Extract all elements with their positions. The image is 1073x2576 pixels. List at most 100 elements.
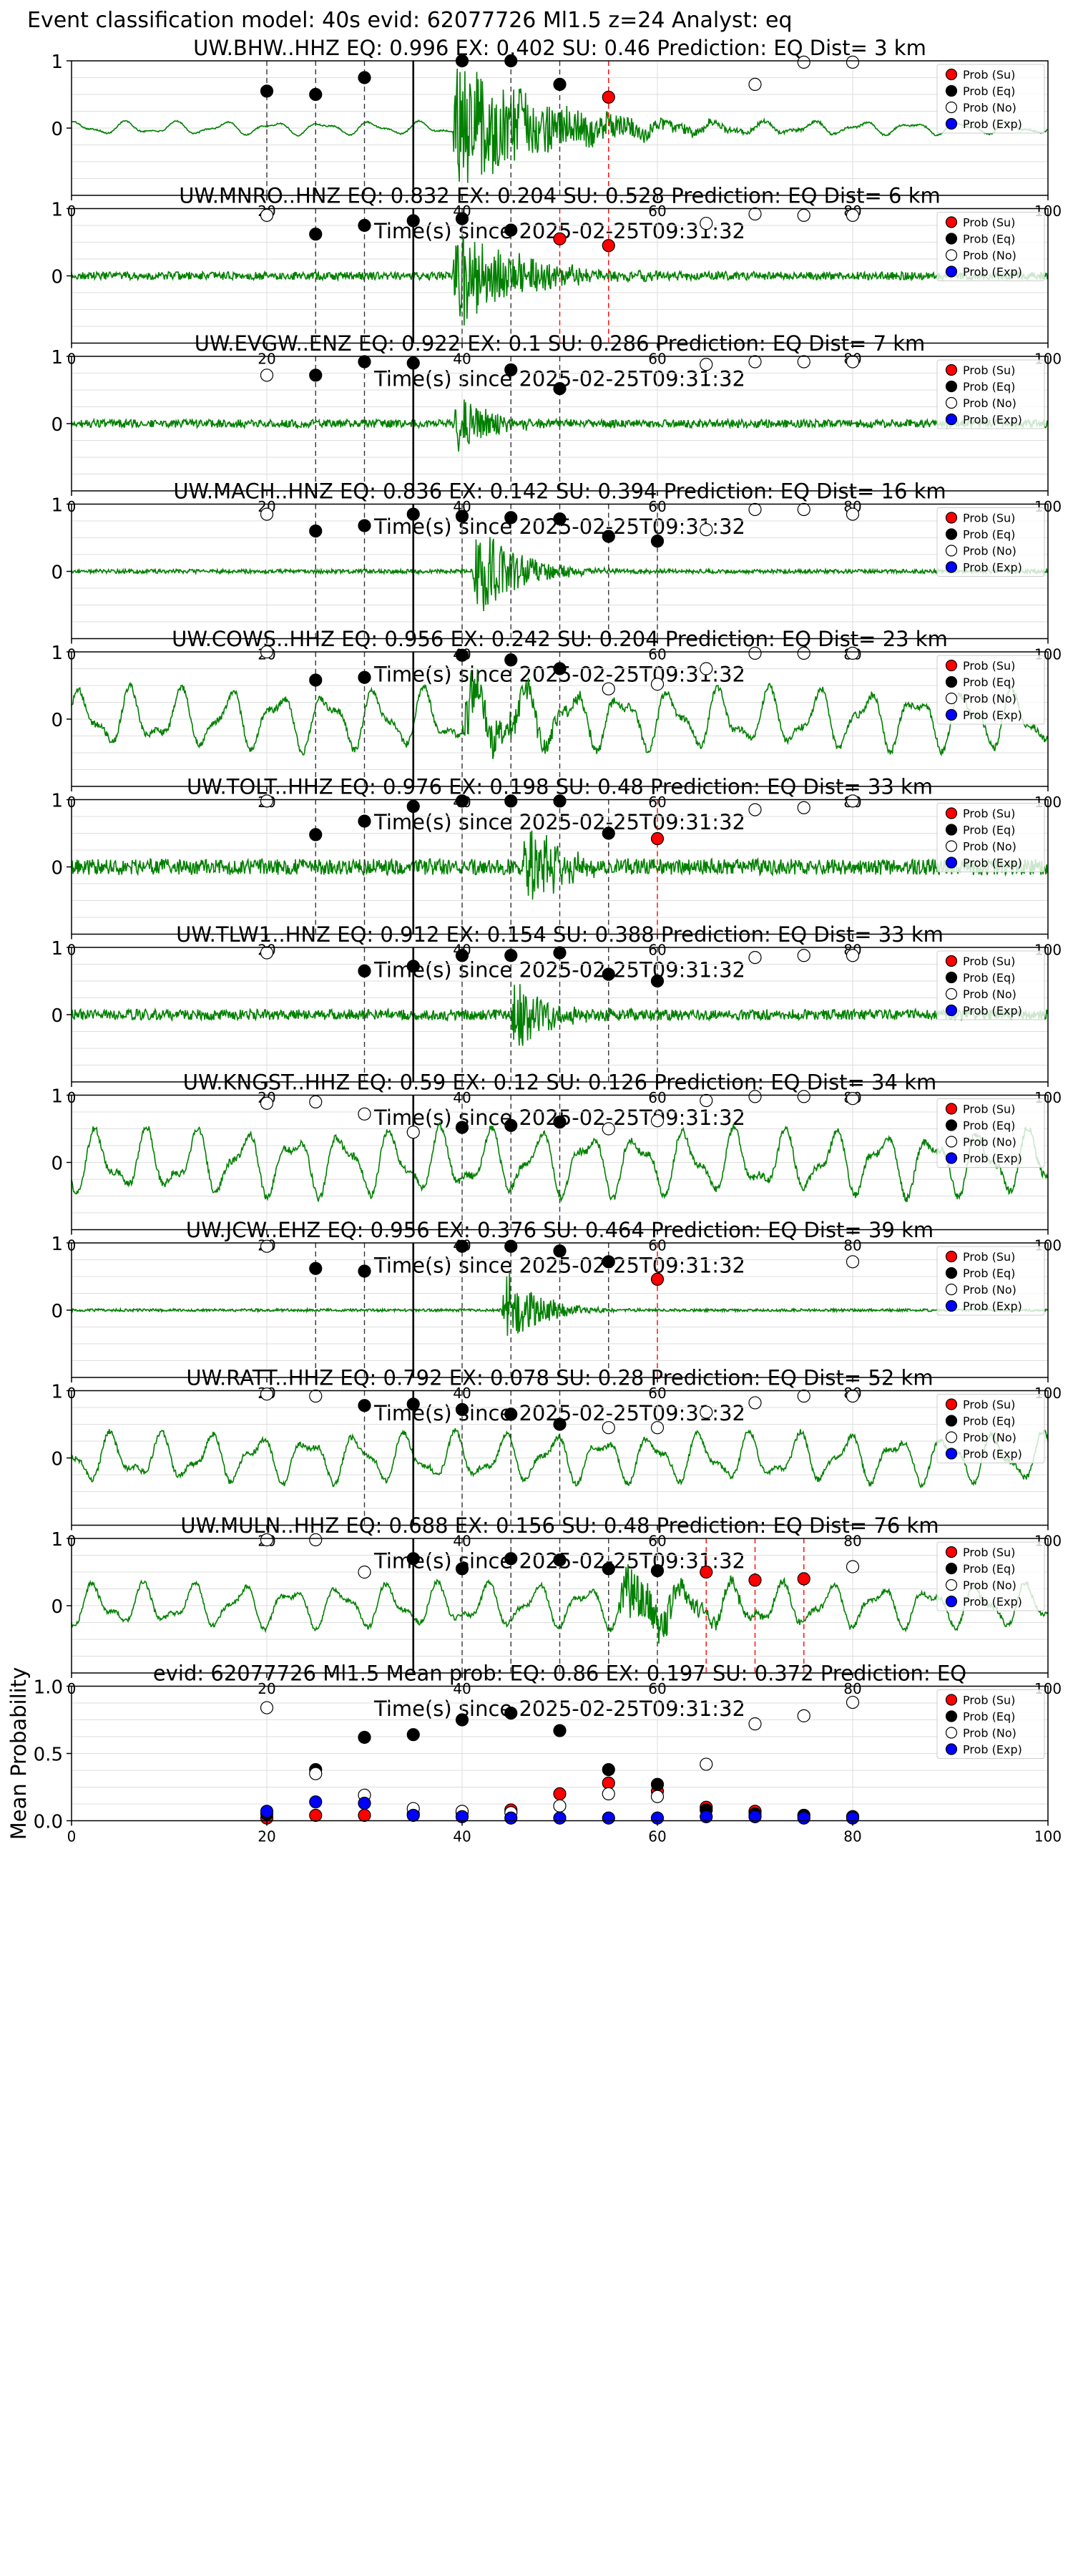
prob-point-no: [700, 523, 713, 537]
legend-label: Prob (Su): [963, 364, 1015, 377]
legend-marker: [945, 708, 958, 721]
legend-label: Prob (Exp): [963, 413, 1022, 426]
legend-label: Prob (Eq): [963, 380, 1015, 394]
prob-point-eq: [650, 1564, 665, 1578]
figure-suptitle: Event classification model: 40s evid: 62…: [27, 8, 793, 33]
prob-point-no: [846, 208, 860, 222]
legend-marker: [945, 117, 958, 130]
station-panel-2: UW.EVGW..ENZ EQ: 0.922 EX: 0.1 SU: 0.286…: [51, 331, 1062, 539]
prob-point-no: [309, 1767, 323, 1780]
legend-label: Prob (Su): [963, 68, 1015, 82]
prob-point-eq: [602, 967, 615, 981]
legend-marker: [945, 1431, 958, 1443]
prob-point-eq: [309, 828, 323, 841]
legend-marker: [945, 364, 958, 376]
x-tick-label: 100: [1034, 1828, 1062, 1845]
prob-point-no: [602, 1421, 615, 1435]
station-panel-1: UW.MNRO..HNZ EQ: 0.832 EX: 0.204 SU: 0.5…: [51, 184, 1062, 391]
prob-point-eq: [553, 382, 567, 396]
legend-label: Prob (Eq): [963, 1119, 1015, 1133]
prob-point-eq: [309, 1262, 323, 1275]
prob-point-no: [748, 1396, 762, 1410]
legend-marker: [945, 545, 958, 557]
mean-probability-panel: evid: 62077726 Ml1.5 Mean prob: EQ: 0.86…: [6, 1662, 1062, 1845]
prob-point-eq: [553, 662, 567, 675]
y-tick-label: 1: [51, 347, 63, 369]
prob-point-eq: [553, 1418, 567, 1431]
legend-box: [936, 803, 1045, 872]
legend-marker: [945, 971, 958, 984]
legend-marker: [945, 413, 958, 426]
prob-point-eq: [553, 1115, 567, 1129]
legend-box: [936, 64, 1045, 134]
prob-point-exp: [748, 1810, 762, 1823]
legend-label: Prob (Su): [963, 1103, 1015, 1116]
waveform-trace: [71, 669, 1049, 759]
prob-point-eq: [406, 356, 420, 370]
prob-point-eq: [455, 1562, 469, 1576]
legend-marker: [945, 84, 958, 97]
x-tick-label: 80: [843, 1828, 861, 1845]
prob-point-no: [846, 1092, 860, 1106]
legend-marker: [945, 1398, 958, 1410]
legend-label: Prob (Eq): [963, 84, 1015, 98]
prob-point-eq: [504, 223, 518, 237]
prob-point-su: [748, 1574, 762, 1587]
prob-point-no: [309, 1389, 323, 1403]
prob-point-eq: [553, 1244, 567, 1258]
panel-title: UW.TLW1..HNZ EQ: 0.912 EX: 0.154 SU: 0.3…: [176, 922, 944, 947]
prob-point-no: [260, 1096, 274, 1110]
prob-point-no: [309, 1095, 323, 1109]
prob-point-no: [602, 1787, 615, 1800]
y-tick-label: 0.0: [34, 1812, 63, 1833]
prob-point-no: [748, 803, 762, 816]
panel-title: UW.EVGW..ENZ EQ: 0.922 EX: 0.1 SU: 0.286…: [195, 331, 926, 356]
legend-marker: [945, 101, 958, 114]
prob-point-eq: [309, 87, 323, 102]
prob-point-no: [260, 369, 274, 382]
station-panel-3: UW.MACH..HNZ EQ: 0.836 EX: 0.142 SU: 0.3…: [51, 479, 1062, 687]
legend-marker: [945, 1119, 958, 1131]
prob-point-eq: [455, 212, 469, 225]
legend-marker: [945, 987, 958, 1000]
prob-point-no: [260, 1701, 274, 1714]
prob-point-su: [553, 1787, 567, 1800]
legend-label: Prob (Eq): [963, 1267, 1015, 1280]
waveform-trace: [71, 236, 1049, 326]
prob-point-eq: [602, 1562, 615, 1576]
prob-point-no: [260, 794, 274, 808]
prob-point-no: [700, 1093, 713, 1108]
prob-point-eq: [650, 974, 665, 988]
prob-point-no: [846, 507, 860, 521]
prob-point-eq: [602, 1255, 615, 1269]
legend-label: Prob (Eq): [963, 528, 1015, 542]
legend-label: Prob (Su): [963, 1250, 1015, 1264]
prob-point-eq: [504, 1552, 518, 1566]
y-tick-label: 1: [51, 52, 63, 73]
prob-point-exp: [700, 1810, 713, 1823]
prob-point-su: [602, 90, 615, 104]
prob-point-no: [406, 1126, 420, 1139]
legend-marker: [945, 1267, 958, 1279]
legend-box: [936, 1394, 1045, 1463]
y-tick-label: 1: [51, 200, 63, 221]
y-tick-label: 0: [51, 1153, 63, 1175]
y-tick-label: 0: [51, 1005, 63, 1027]
prob-point-eq: [309, 673, 323, 687]
legend-label: Prob (No): [963, 840, 1016, 854]
y-tick-label: 1: [51, 1529, 63, 1551]
legend-marker: [945, 1710, 958, 1722]
prob-point-exp: [260, 1805, 274, 1818]
legend-label: Prob (Exp): [963, 1299, 1022, 1313]
prob-point-eq: [358, 355, 371, 369]
prob-point-no: [846, 1695, 860, 1709]
prob-point-no: [700, 1757, 713, 1771]
y-tick-label: 0: [51, 710, 63, 731]
prob-point-eq: [455, 1713, 469, 1727]
legend-marker: [945, 265, 958, 278]
legend-marker: [945, 1579, 958, 1591]
prob-point-su: [797, 1572, 810, 1586]
legend-label: Prob (Exp): [963, 561, 1022, 575]
waveform-trace: [71, 68, 1049, 183]
